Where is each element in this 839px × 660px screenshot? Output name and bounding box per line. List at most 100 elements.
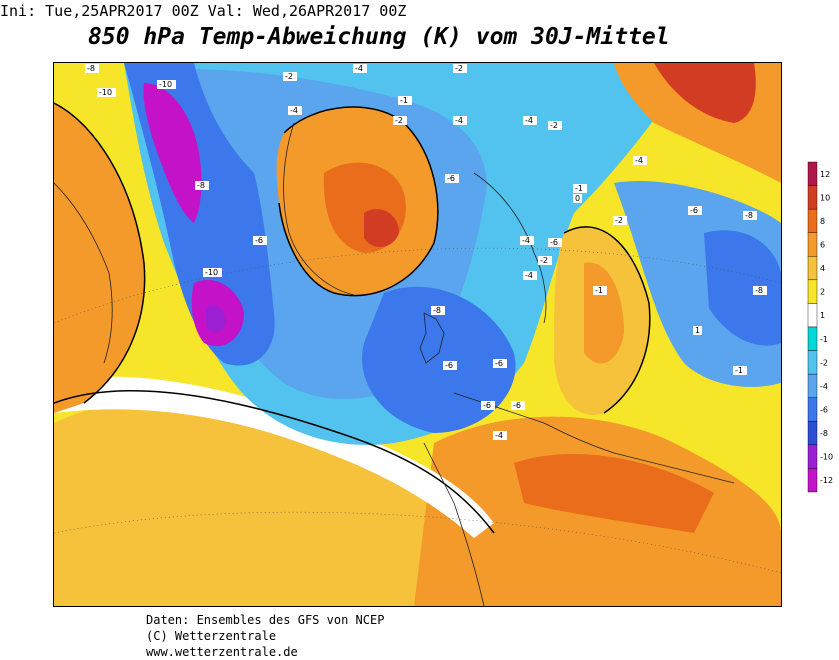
legend-swatch: [807, 256, 818, 281]
contour-label: -2: [395, 116, 403, 125]
contour-label: 0: [575, 194, 580, 203]
contour-label: -6: [483, 401, 491, 410]
contour-label-box: [633, 156, 647, 165]
anomaly-map: -8-10-10-8-10-6-2-4-2-1-4 -2-4 -4-2-6-4 -6-…: [54, 63, 781, 606]
legend-swatch: [807, 421, 818, 446]
contour-labels: -8-10-10-8-10-6-2-4-2-1-4 -2-4 -4-2-6-4 -6-…: [85, 64, 767, 440]
contour-label: -2: [455, 64, 463, 73]
contour-label: -8: [87, 64, 95, 73]
latitude-line: [54, 247, 781, 324]
contour-label-box: [733, 366, 747, 375]
contour-label: -4: [525, 116, 533, 125]
contour-label: -10: [159, 80, 172, 89]
website: www.wetterzentrale.de: [146, 645, 298, 659]
contour-label-box: [688, 206, 702, 215]
contour-label: -6: [445, 361, 453, 370]
legend-swatch: [807, 232, 818, 257]
contour-label: -6: [255, 236, 263, 245]
copyright: (C) Wetterzentrale: [146, 629, 277, 643]
coastline-mediterranean: [453, 392, 735, 484]
contour-label-box: [393, 116, 407, 125]
contour-label-box: [431, 306, 445, 315]
contour-label-box: [548, 121, 562, 130]
contour-label-box: [157, 80, 176, 89]
contour-label: -4: [455, 116, 463, 125]
legend-swatch: [807, 303, 818, 328]
cold-core-russia: [704, 230, 781, 346]
legend-level-label: 10: [820, 193, 830, 202]
contour-label-box: [743, 211, 757, 220]
contour-label-box: [97, 88, 116, 97]
contour-label: -1: [735, 366, 743, 375]
legend-swatch: [807, 161, 818, 186]
coastline-iberia-africa: [423, 442, 485, 606]
legend-level-label: -6: [820, 406, 828, 415]
cold-region-north-sea: [362, 286, 516, 433]
contour-label: -4: [495, 431, 503, 440]
contour-label-box: [593, 286, 607, 295]
legend-level-label: 1: [820, 311, 825, 320]
contour-label-box: [453, 64, 467, 73]
contour-label: -8: [755, 286, 763, 295]
contour-label-box: [511, 401, 525, 410]
contour-label-box: [288, 106, 302, 115]
contour-label: -8: [197, 181, 205, 190]
contour-label: -6: [513, 401, 521, 410]
contour-label-box: [573, 194, 582, 203]
valid-time: Val: Wed,26APR2017 00Z: [207, 2, 407, 20]
legend-swatch: [807, 326, 818, 351]
legend-swatch: [807, 373, 818, 398]
contour-label: -4: [635, 156, 643, 165]
contour-label: -4: [355, 64, 363, 73]
contour-label: -4: [290, 106, 298, 115]
legend-swatch: [807, 279, 818, 304]
zero-contour-atlantic: [54, 389, 495, 534]
legend-level-label: 6: [820, 241, 825, 250]
contour-label: -8: [745, 211, 753, 220]
contour-label: -6: [550, 238, 558, 247]
contour-label: -8: [433, 306, 441, 315]
very-cold-region-baffin: [143, 83, 202, 223]
contour-label: -2: [540, 256, 548, 265]
contour-label-box: [493, 359, 507, 368]
hot-core-arctic-russia: [654, 63, 756, 123]
contour-label: -4: [525, 271, 533, 280]
legend-level-label: -10: [820, 453, 833, 462]
contour-label-box: [253, 236, 267, 245]
legend-swatch: [807, 468, 818, 493]
contour-label-box: [453, 116, 467, 125]
legend-level-label: -1: [820, 335, 828, 344]
coastline-british-isles: [419, 312, 445, 364]
coastline-north-america: [54, 182, 113, 364]
contour-label-box: [283, 72, 297, 81]
legend-swatch: [807, 444, 818, 469]
contour-label-box: [753, 286, 767, 295]
contour-label-box: [353, 64, 367, 73]
contour-label: -10: [99, 88, 112, 97]
legend-swatch: [807, 185, 818, 210]
contour-label: -2: [615, 216, 623, 225]
contour-label-box: [548, 238, 562, 247]
latitude-line: [54, 511, 781, 574]
legend-level-label: -4: [820, 382, 828, 391]
contour-label-box: [85, 64, 99, 73]
contour-label: -1: [595, 286, 603, 295]
contour-label: -1: [400, 96, 408, 105]
contour-label-box: [538, 256, 552, 265]
legend-swatch: [807, 350, 818, 375]
hot-core-greenland: [364, 209, 399, 248]
legend-level-label: -2: [820, 358, 828, 367]
legend-colorbar: 12 10 8 6 4 2 1 -1 -2 -4 -6 -8 -10 -12: [807, 161, 833, 493]
contour-label-box: [613, 216, 627, 225]
run-info: Ini: Tue,25APR2017 00Z Val: Wed,26APR201…: [0, 2, 406, 20]
contour-label-box: [443, 361, 457, 370]
coastline-greenland: [283, 122, 355, 296]
zero-contour-america: [54, 102, 146, 404]
legend-swatch: [807, 208, 818, 233]
color-legend: 12 10 8 6 4 2 1 -1 -2 -4 -6 -8 -10 -12: [807, 161, 839, 493]
contour-label: -2: [550, 121, 558, 130]
contour-label-box: [195, 181, 209, 190]
map-panel: -8 -10 -10 -8 -10 -6 -2 -4 -2 -1 -4 -2 -4 -4 -2 -6 -4 -6-…: [53, 62, 782, 607]
zero-contour-europe: [563, 226, 651, 414]
contour-label: -10: [205, 268, 218, 277]
